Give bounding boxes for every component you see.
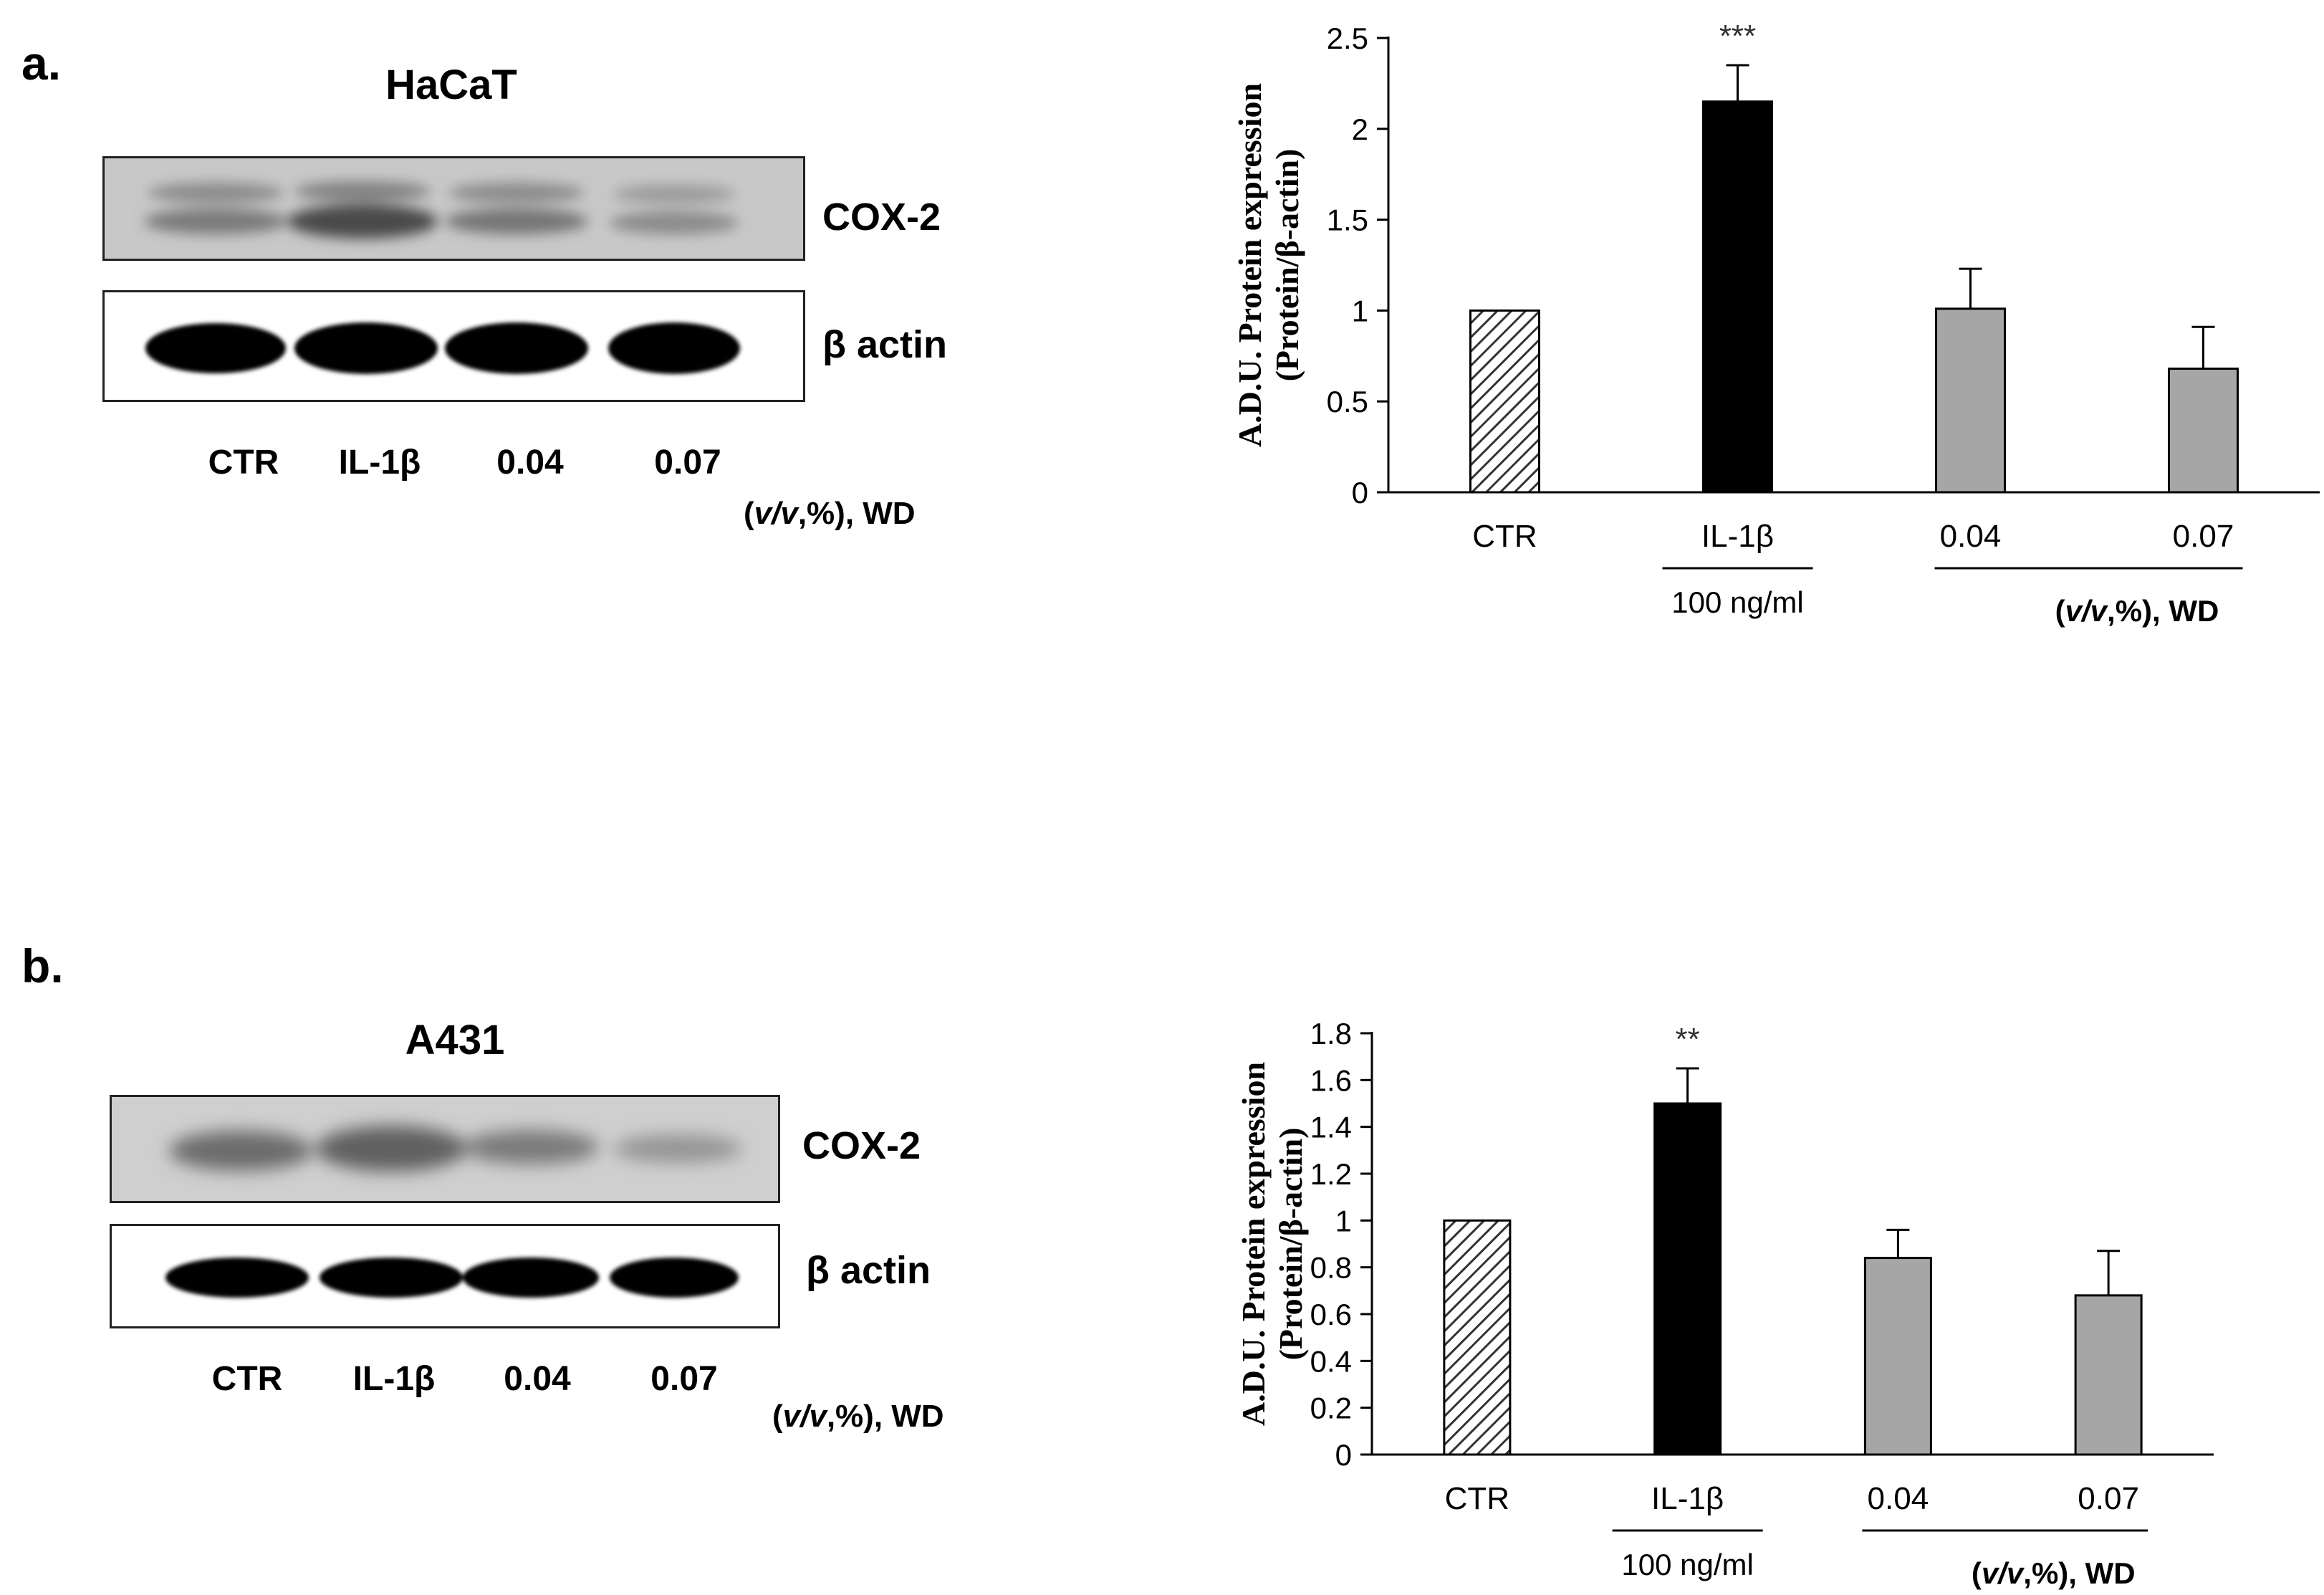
panel-a-lane-label: 0.04 [496, 444, 564, 482]
y-tick-label: 1.8 [1310, 1017, 1352, 1050]
panel-b-lane-label: 0.07 [650, 1360, 718, 1398]
x-tick-label: CTR [1472, 519, 1537, 554]
x-tick-label: 0.07 [2078, 1481, 2139, 1516]
y-tick-label: 0 [1352, 476, 1368, 509]
panel-b-cox2-bands [112, 1097, 778, 1201]
y-axis-title: A.D.U. Protein expression [1235, 1062, 1272, 1426]
bar [1702, 100, 1773, 494]
group-label-il: 100 ng/ml [1621, 1548, 1753, 1581]
group-label-wd: (v/v,%), WD [2055, 594, 2219, 628]
panel-a-unit-label: (v/v,%), WD [744, 496, 916, 531]
y-tick-label: 2 [1352, 112, 1368, 146]
panel-b-lane-label: 0.04 [504, 1360, 571, 1398]
band [165, 1258, 309, 1298]
significance-label: *** [1719, 19, 1756, 54]
bar [1653, 1102, 1722, 1456]
bar [1469, 309, 1540, 494]
y-tick-label: 1.4 [1310, 1111, 1352, 1144]
band [287, 204, 438, 239]
panel-b-unit-label: (v/v,%), WD [772, 1399, 944, 1434]
panel-b-row-label-actin: β actin [806, 1249, 931, 1292]
group-label-wd: (v/v,%), WD [1972, 1556, 2136, 1590]
band [148, 183, 284, 203]
panel-a-cox2-bands [105, 158, 803, 259]
panel-b-letter: b. [21, 939, 64, 992]
band [608, 322, 740, 374]
band [463, 1258, 599, 1298]
band [613, 185, 735, 203]
panel-a-bar-chart: 0 0.5 1 1.5 2 2.5 A.D.U. Protein expression (Pr… [1231, 19, 2320, 628]
panel-b-lane-label: IL-1β [352, 1360, 436, 1398]
y-axis-title: (Protein/β-actin) [1272, 1128, 1309, 1361]
bar [2168, 368, 2239, 494]
band [445, 209, 588, 234]
x-tick-label: IL-1β [1651, 1481, 1724, 1516]
panel-b-bar-chart: 0 0.2 0.4 0.6 0.8 1 1.2 1.4 1.6 1.8 A.D.U. Protein… [1235, 1017, 2214, 1590]
panel-a-row-label-actin: β actin [822, 323, 947, 366]
band [144, 209, 287, 234]
band [445, 322, 588, 374]
y-tick-label: 0.5 [1327, 385, 1368, 418]
y-tick-label: 2.5 [1327, 21, 1368, 55]
band [169, 1131, 312, 1171]
x-tick-label: CTR [1445, 1481, 1509, 1516]
y-tick-label: 1 [1335, 1204, 1352, 1237]
x-tick-label: 0.04 [1868, 1481, 1929, 1516]
panel-a-lane-label: IL-1β [338, 444, 421, 482]
y-tick-label: 1.2 [1310, 1157, 1352, 1191]
panel-b-cell-line: A431 [405, 1017, 505, 1063]
y-tick-label: 0.4 [1310, 1344, 1352, 1378]
x-tick-label: 0.07 [2173, 519, 2234, 554]
panel-a-lane-label: CTR [208, 444, 279, 482]
panel-a-lane-label: 0.07 [654, 444, 721, 482]
panel-a-actin-blot [102, 290, 805, 402]
panel-a-cell-line: HaCaT [385, 62, 517, 108]
band [316, 1126, 466, 1172]
panel-b-actin-bands [165, 1258, 739, 1298]
bar [2074, 1294, 2143, 1456]
band [463, 1130, 599, 1164]
band [610, 211, 739, 234]
panel-b-row-label-cox2: COX-2 [802, 1124, 921, 1167]
y-tick-label: 0 [1335, 1438, 1352, 1472]
bar [1863, 1257, 1932, 1456]
x-tick-label: IL-1β [1701, 519, 1774, 554]
band [294, 181, 431, 201]
panel-a-letter: a. [21, 37, 62, 90]
y-tick-label: 1.6 [1310, 1063, 1352, 1097]
significance-label: ** [1676, 1022, 1700, 1057]
group-label-il: 100 ng/ml [1671, 585, 1803, 619]
band [610, 1258, 739, 1298]
band [448, 183, 585, 203]
band [320, 1258, 463, 1298]
band [145, 323, 286, 373]
bar [1935, 307, 2006, 494]
panel-b-lane-label: CTR [211, 1360, 283, 1398]
x-tick-label: 0.04 [1940, 519, 2002, 554]
y-tick-label: 1 [1352, 294, 1368, 327]
panel-b-actin-blot [110, 1224, 780, 1328]
bar [1443, 1219, 1512, 1456]
y-tick-label: 0.6 [1310, 1298, 1352, 1331]
band [294, 322, 438, 374]
y-tick-label: 0.2 [1310, 1392, 1352, 1425]
band [613, 1134, 742, 1163]
y-axis-title: A.D.U. Protein expression [1231, 83, 1268, 447]
panel-a-cox2-blot [102, 156, 805, 261]
y-tick-label: 0.8 [1310, 1251, 1352, 1285]
y-tick-label: 1.5 [1327, 203, 1368, 237]
y-axis-title: (Protein/β-actin) [1269, 149, 1305, 382]
panel-a-row-label-cox2: COX-2 [822, 196, 941, 239]
panel-a-actin-bands [145, 322, 740, 374]
panel-b-cox2-blot [110, 1095, 780, 1203]
